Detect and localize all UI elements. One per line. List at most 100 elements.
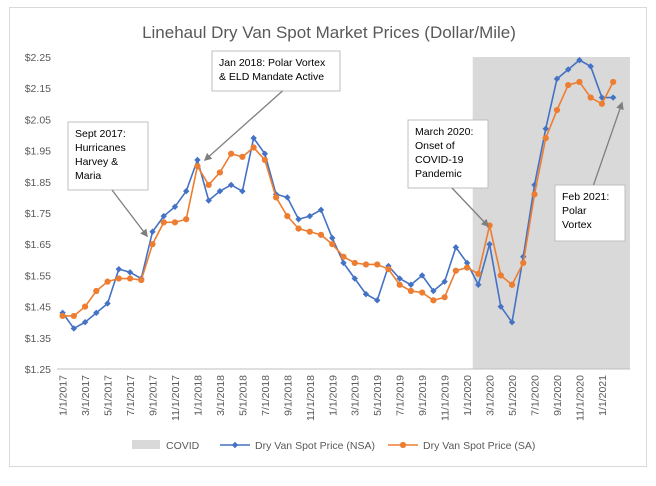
- data-point-nsa: [183, 187, 190, 195]
- data-point-sa: [374, 261, 381, 268]
- data-point-sa: [104, 278, 111, 285]
- data-point-nsa: [452, 244, 460, 251]
- data-point-sa: [126, 275, 134, 282]
- data-point-sa: [93, 287, 100, 295]
- annotation-text: Jan 2018: Polar Vortex: [219, 57, 326, 69]
- data-point-sa: [553, 106, 561, 114]
- data-point-sa: [610, 78, 617, 86]
- data-point-sa: [295, 225, 302, 232]
- annotation-text: Harvey &: [75, 156, 118, 168]
- data-point-nsa: [497, 303, 504, 310]
- annotation-arrow: [203, 90, 283, 162]
- data-point-sa: [497, 272, 504, 279]
- data-point-nsa: [362, 290, 370, 298]
- data-point-sa: [441, 294, 448, 301]
- data-point-sa: [329, 241, 336, 248]
- legend-swatch-covid: [132, 440, 160, 449]
- data-point-nsa: [216, 187, 224, 195]
- data-point-nsa: [149, 228, 156, 235]
- y-tick-label: $1.75: [25, 208, 51, 220]
- annotation-arrow: [592, 101, 624, 186]
- data-point-sa: [565, 81, 572, 89]
- data-point-nsa: [475, 281, 482, 288]
- annotation-arrow: [451, 187, 490, 228]
- legend-marker-sa: [399, 441, 407, 449]
- x-tick-label: 5/1/2019: [372, 375, 384, 416]
- data-point-sa: [598, 100, 606, 107]
- chart: Linehaul Dry Van Spot Market Prices (Dol…: [25, 23, 630, 452]
- annotation-text: March 2020:: [415, 126, 473, 138]
- data-point-nsa: [115, 265, 122, 273]
- data-point-nsa: [317, 206, 325, 214]
- x-tick-label: 5/1/2020: [507, 375, 519, 416]
- data-point-nsa: [396, 275, 403, 282]
- data-point-nsa: [418, 272, 426, 279]
- data-point-nsa: [126, 269, 134, 276]
- y-tick-label: $1.35: [25, 333, 51, 345]
- legend-marker-nsa: [231, 441, 239, 449]
- data-point-sa: [396, 281, 403, 288]
- chart-title: Linehaul Dry Van Spot Market Prices (Dol…: [142, 23, 516, 42]
- annotation-text: Hurricanes: [75, 142, 126, 154]
- annotation-text: Vortex: [562, 219, 593, 231]
- annotation-arrow: [111, 189, 148, 238]
- x-tick-label: 1/1/2020: [462, 375, 474, 416]
- data-point-nsa: [340, 259, 347, 267]
- annotation-text: Polar: [562, 205, 587, 217]
- data-point-nsa: [441, 278, 448, 285]
- x-tick-label: 7/1/2018: [260, 375, 272, 416]
- data-point-nsa: [239, 187, 246, 195]
- data-point-sa: [261, 156, 268, 164]
- data-point-sa: [284, 213, 291, 220]
- annotation-box: [407, 119, 489, 189]
- data-point-sa: [272, 194, 280, 201]
- data-point-nsa: [486, 241, 493, 248]
- data-point-sa: [59, 312, 66, 320]
- data-point-sa: [239, 153, 246, 160]
- y-tick-label: $1.55: [25, 270, 51, 282]
- data-point-nsa: [250, 134, 257, 142]
- y-tick-label: $1.45: [25, 302, 51, 314]
- data-point-nsa: [553, 75, 561, 83]
- y-tick-label: $2.05: [25, 114, 51, 126]
- x-tick-label: 5/1/2017: [103, 375, 115, 416]
- data-point-nsa: [104, 300, 111, 307]
- data-point-sa: [194, 163, 201, 170]
- x-tick-label: 3/1/2020: [485, 375, 497, 416]
- data-point-nsa: [609, 94, 617, 101]
- data-point-sa: [115, 275, 122, 282]
- data-point-sa: [362, 261, 370, 268]
- data-point-sa: [542, 135, 549, 142]
- data-point-sa: [149, 241, 156, 248]
- data-point-sa: [351, 259, 358, 267]
- data-point-sa: [228, 150, 235, 157]
- x-tick-label: 11/1/2019: [440, 375, 452, 421]
- data-point-sa: [160, 219, 167, 226]
- x-tick-label: 9/1/2020: [552, 375, 564, 416]
- data-point-sa: [531, 191, 538, 198]
- x-tick-label: 7/1/2017: [125, 375, 137, 416]
- data-point-sa: [183, 216, 190, 223]
- data-point-sa: [171, 219, 179, 226]
- data-point-nsa: [295, 216, 302, 223]
- data-point-nsa: [576, 56, 583, 64]
- data-point-sa: [317, 231, 325, 238]
- y-tick-label: $1.85: [25, 177, 51, 189]
- chart-frame: Linehaul Dry Van Spot Market Prices (Dol…: [9, 7, 647, 467]
- annotation-box: [211, 50, 341, 92]
- data-point-nsa: [598, 94, 606, 101]
- x-tick-label: 9/1/2018: [282, 375, 294, 416]
- x-tick-label: 3/1/2019: [350, 375, 362, 416]
- x-tick-label: 1/1/2017: [58, 375, 70, 416]
- data-point-nsa: [70, 325, 78, 332]
- data-point-nsa: [407, 281, 415, 288]
- x-tick-label: 7/1/2019: [395, 375, 407, 416]
- y-tick-label: $1.95: [25, 146, 51, 158]
- y-tick-label: $1.65: [25, 239, 51, 251]
- data-point-sa: [385, 266, 392, 273]
- data-point-sa: [138, 276, 145, 284]
- x-tick-label: 3/1/2018: [215, 375, 227, 416]
- y-tick-label: $2.25: [25, 52, 51, 64]
- x-tick-label: 1/1/2019: [327, 375, 339, 416]
- legend-label-nsa: Dry Van Spot Price (NSA): [255, 440, 375, 452]
